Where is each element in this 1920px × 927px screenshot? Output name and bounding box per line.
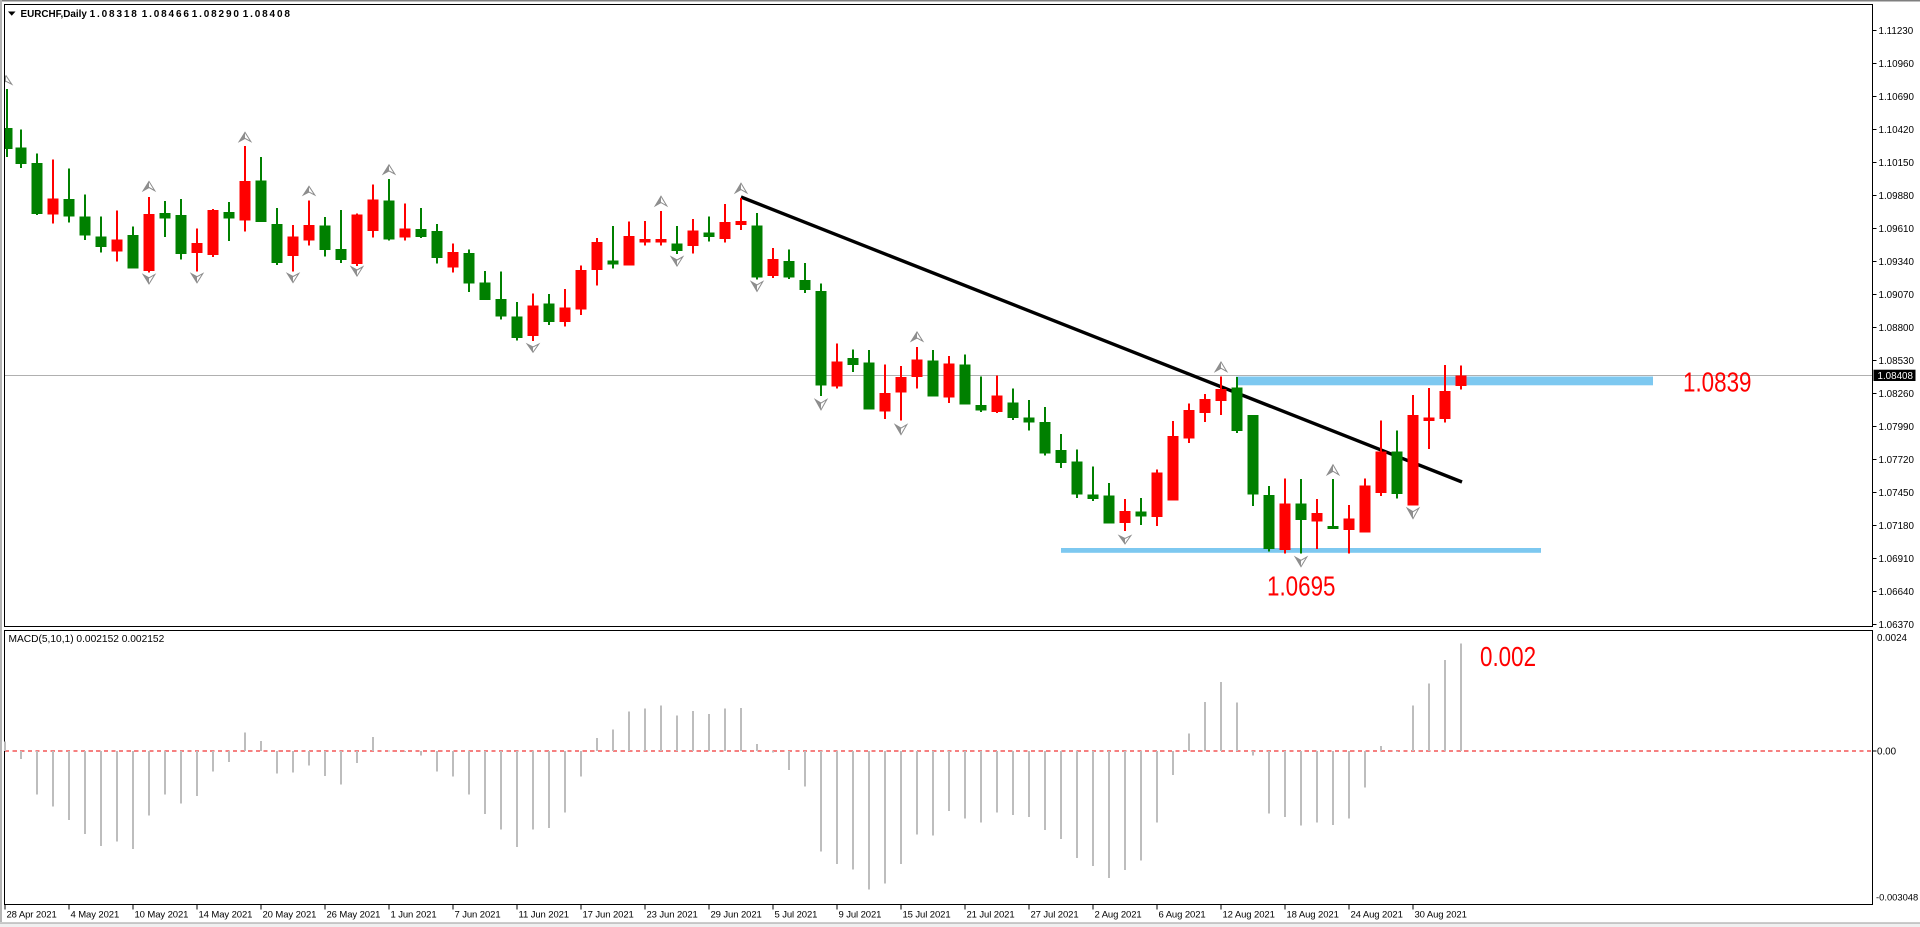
svg-text:26 May 2021: 26 May 2021 xyxy=(327,910,381,921)
svg-text:11 Jun 2021: 11 Jun 2021 xyxy=(519,910,570,921)
svg-text:7 Jun 2021: 7 Jun 2021 xyxy=(455,910,501,921)
svg-text:1.11230: 1.11230 xyxy=(1879,26,1914,37)
svg-text:1.10960: 1.10960 xyxy=(1879,59,1915,70)
svg-text:1 Jun 2021: 1 Jun 2021 xyxy=(391,910,437,921)
svg-text:1.0695: 1.0695 xyxy=(1267,571,1335,602)
svg-text:1.09340: 1.09340 xyxy=(1879,257,1915,268)
svg-text:1.09070: 1.09070 xyxy=(1879,290,1915,301)
svg-text:12 Aug 2021: 12 Aug 2021 xyxy=(1223,910,1275,921)
svg-text:MACD(5,10,1) 0.002152 0.002152: MACD(5,10,1) 0.002152 0.002152 xyxy=(9,634,165,645)
svg-text:1.07450: 1.07450 xyxy=(1879,488,1915,499)
svg-text:1.06370: 1.06370 xyxy=(1879,620,1915,631)
svg-text:1.09610: 1.09610 xyxy=(1879,224,1915,235)
svg-text:23 Jun 2021: 23 Jun 2021 xyxy=(647,910,698,921)
svg-text:15 Jul 2021: 15 Jul 2021 xyxy=(903,910,951,921)
svg-text:1.07720: 1.07720 xyxy=(1879,455,1915,466)
svg-text:1.07990: 1.07990 xyxy=(1879,422,1915,433)
svg-text:1.09880: 1.09880 xyxy=(1879,191,1915,202)
svg-text:24 Aug 2021: 24 Aug 2021 xyxy=(1351,910,1403,921)
svg-text:EURCHF,Daily: EURCHF,Daily xyxy=(21,9,88,20)
svg-text:9 Jul 2021: 9 Jul 2021 xyxy=(839,910,882,921)
svg-text:1.10420: 1.10420 xyxy=(1879,125,1915,136)
svg-text:1.08530: 1.08530 xyxy=(1879,356,1915,367)
svg-text:2 Aug 2021: 2 Aug 2021 xyxy=(1095,910,1142,921)
svg-text:1.10150: 1.10150 xyxy=(1879,158,1915,169)
svg-text:1.10690: 1.10690 xyxy=(1879,92,1915,103)
svg-text:20 May 2021: 20 May 2021 xyxy=(263,910,317,921)
svg-text:1.06640: 1.06640 xyxy=(1879,587,1915,598)
svg-text:0.002: 0.002 xyxy=(1480,642,1536,673)
svg-text:4 May 2021: 4 May 2021 xyxy=(71,910,120,921)
svg-text:1.06910: 1.06910 xyxy=(1879,554,1915,565)
svg-text:1.0839: 1.0839 xyxy=(1683,367,1751,398)
svg-text:1.08408: 1.08408 xyxy=(1878,371,1914,382)
svg-text:14 May 2021: 14 May 2021 xyxy=(199,910,253,921)
svg-text:10 May 2021: 10 May 2021 xyxy=(135,910,189,921)
svg-text:18 Aug 2021: 18 Aug 2021 xyxy=(1287,910,1339,921)
svg-text:6 Aug 2021: 6 Aug 2021 xyxy=(1159,910,1206,921)
svg-text:5 Jul 2021: 5 Jul 2021 xyxy=(775,910,818,921)
svg-text:0.0024: 0.0024 xyxy=(1877,633,1908,644)
svg-text:1.08290: 1.08290 xyxy=(192,9,241,20)
svg-text:29 Jun 2021: 29 Jun 2021 xyxy=(711,910,762,921)
svg-text:28 Apr 2021: 28 Apr 2021 xyxy=(7,910,57,921)
svg-text:1.08318: 1.08318 xyxy=(90,9,139,20)
svg-text:21 Jul 2021: 21 Jul 2021 xyxy=(967,910,1015,921)
svg-text:27 Jul 2021: 27 Jul 2021 xyxy=(1031,910,1079,921)
svg-text:1.07180: 1.07180 xyxy=(1879,521,1915,532)
svg-text:17 Jun 2021: 17 Jun 2021 xyxy=(583,910,634,921)
svg-text:1.08800: 1.08800 xyxy=(1879,323,1915,334)
svg-text:1.08466: 1.08466 xyxy=(142,9,191,20)
svg-text:30 Aug 2021: 30 Aug 2021 xyxy=(1415,910,1467,921)
svg-text:-0.003048: -0.003048 xyxy=(1876,891,1918,902)
svg-text:0.00: 0.00 xyxy=(1877,746,1897,757)
svg-text:1.08260: 1.08260 xyxy=(1879,389,1915,400)
svg-text:1.08408: 1.08408 xyxy=(243,9,292,20)
